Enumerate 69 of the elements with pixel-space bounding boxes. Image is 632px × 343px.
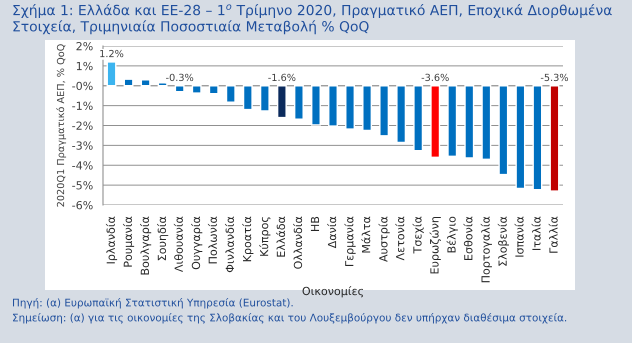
bar xyxy=(362,85,372,132)
x-tick-label: ΗΒ xyxy=(310,216,320,231)
x-tick-label: Ιρλανδία xyxy=(106,216,118,264)
data-label: -5.3% xyxy=(540,74,568,82)
x-tick-label: Σουηδία xyxy=(157,216,168,260)
x-axis-title: Οικονομίες xyxy=(302,286,364,298)
bar xyxy=(430,85,440,158)
bar xyxy=(498,85,508,176)
x-tick-label: Δανία xyxy=(327,216,336,248)
data-label: 1.2% xyxy=(100,50,124,58)
bar xyxy=(515,85,526,190)
bar xyxy=(208,85,219,94)
x-tick-label: Ιταλία xyxy=(532,216,541,250)
bar xyxy=(481,85,492,160)
text: Σημείωση: (α) για τις οικονομίες της Σλοβακίας και του Λουξεμβούργου δεν υπήρχαν διαθέσιμα στοιχεία. xyxy=(13,313,566,324)
y-tick-label: 2% xyxy=(76,42,93,50)
bar xyxy=(140,79,151,86)
bar xyxy=(464,85,474,159)
x-tick-label: Πορτογαλία xyxy=(480,216,492,282)
x-tick-label: Ουγγαρία xyxy=(191,216,202,270)
bar xyxy=(242,85,253,110)
y-tick-label: -6% xyxy=(72,200,93,210)
bar xyxy=(345,85,355,130)
y-tick-label: 1% xyxy=(76,62,93,70)
x-tick-label: Λετονία xyxy=(395,216,404,260)
data-label: -1.6% xyxy=(268,74,296,82)
bar xyxy=(276,85,287,118)
x-tick-label: Λιθουανία xyxy=(174,216,183,272)
x-tick-label: Τσεχία xyxy=(412,216,424,254)
bar xyxy=(379,85,390,137)
bar xyxy=(260,85,270,112)
x-tick-label: Ελλάδα xyxy=(276,216,286,257)
y-tick-label: -3% xyxy=(72,141,93,150)
data-label: -0.3% xyxy=(166,74,194,82)
bar xyxy=(294,85,304,120)
bar xyxy=(124,78,134,86)
x-tick-label: Γαλλία xyxy=(548,216,558,253)
bar xyxy=(226,85,236,103)
bar xyxy=(532,85,542,190)
chart-title: Σχήμα 1: Ελλάδα και ΕΕ-28 – 1$^{ο}$ Τρίμηνο 2020, Πραγματικό ΑΕΠ, Εποχικά Διορθωμένα Στοιχεία, Τριμηνιαία Ποσοστιαία Μεταβολή % QoQ xyxy=(13,4,612,34)
bar xyxy=(396,85,406,144)
x-tick-label: Σλοβενία xyxy=(498,216,509,266)
y-tick-label: -1% xyxy=(72,102,93,110)
y-tick-label: -4% xyxy=(72,161,93,170)
y-tick-label: -2% xyxy=(72,121,93,130)
y-axis-title: 2020Q1 Πραγματικό ΑΕΠ, % QoQ xyxy=(56,44,66,207)
x-tick-label: Ολλανδία xyxy=(293,216,302,269)
x-tick-label: Πολωνία xyxy=(208,216,217,264)
y-tick-label: -0% xyxy=(72,82,93,90)
bar xyxy=(447,85,458,157)
x-tick-label: Βέλγιο xyxy=(446,216,458,252)
data-label: -3.6% xyxy=(422,74,449,82)
x-tick-label: Εσθονία xyxy=(463,216,473,260)
x-tick-label: Αυστρία xyxy=(378,216,390,262)
x-tick-label: Ρουμανία xyxy=(122,216,134,267)
x-tick-label: Γερμανία xyxy=(344,216,356,266)
x-tick-label: Ευρωζώνη xyxy=(430,217,441,274)
text: Πηγή: (α) Ευρωπαϊκή Στατιστική Υπηρεσία (Eurostat). xyxy=(13,298,293,308)
bar xyxy=(550,85,560,192)
bar xyxy=(311,85,321,126)
bar xyxy=(413,85,424,152)
x-tick-label: Κροατία xyxy=(242,216,254,262)
x-tick-label: Ισπανία xyxy=(514,216,524,257)
x-tick-label: Μάλτα xyxy=(361,216,370,253)
x-tick-label: Κύπρος xyxy=(259,217,270,256)
x-tick-label: Βουλγαρία xyxy=(140,216,152,274)
y-tick-label: -5% xyxy=(72,181,93,190)
bar xyxy=(328,85,338,127)
x-tick-label: Φινλανδία xyxy=(224,216,234,272)
